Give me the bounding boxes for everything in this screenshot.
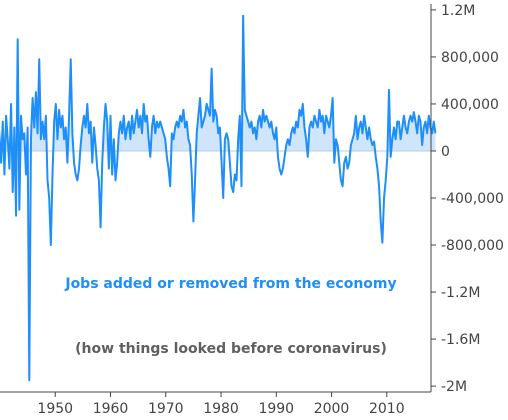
- x-tick-label: 2000: [314, 401, 350, 417]
- y-tick-label: -2M: [441, 379, 467, 395]
- y-tick-label: 800,000: [441, 50, 499, 66]
- chart-annotation-main: Jobs added or removed from the economy: [65, 276, 397, 292]
- x-tick-label: 1960: [93, 401, 129, 417]
- x-axis-ticks: 1950 1960 1970 1980 1990 2000 2010: [37, 392, 405, 417]
- x-tick-label: 1970: [148, 401, 184, 417]
- y-tick-label: 0: [441, 144, 450, 160]
- series-line: [0, 14, 437, 382]
- x-tick-label: 1990: [258, 401, 294, 417]
- x-tick-label: 1980: [203, 401, 239, 417]
- y-tick-label: -800,000: [441, 238, 504, 254]
- y-tick-label: 1.2M: [441, 3, 475, 19]
- line-layer: [0, 14, 437, 382]
- chart-annotation-sub: (how things looked before coronavirus): [75, 341, 387, 357]
- x-tick-label: 1950: [37, 401, 73, 417]
- y-axis-ticks: 1.2M 800,000 400,000 0 -400,000 -800,000 -1.2M…: [431, 3, 504, 395]
- y-tick-label: -1.6M: [441, 332, 480, 348]
- y-tick-label: -1.2M: [441, 285, 480, 301]
- x-tick-label: 2010: [369, 401, 405, 417]
- y-tick-label: 400,000: [441, 97, 499, 113]
- y-tick-label: -400,000: [441, 191, 504, 207]
